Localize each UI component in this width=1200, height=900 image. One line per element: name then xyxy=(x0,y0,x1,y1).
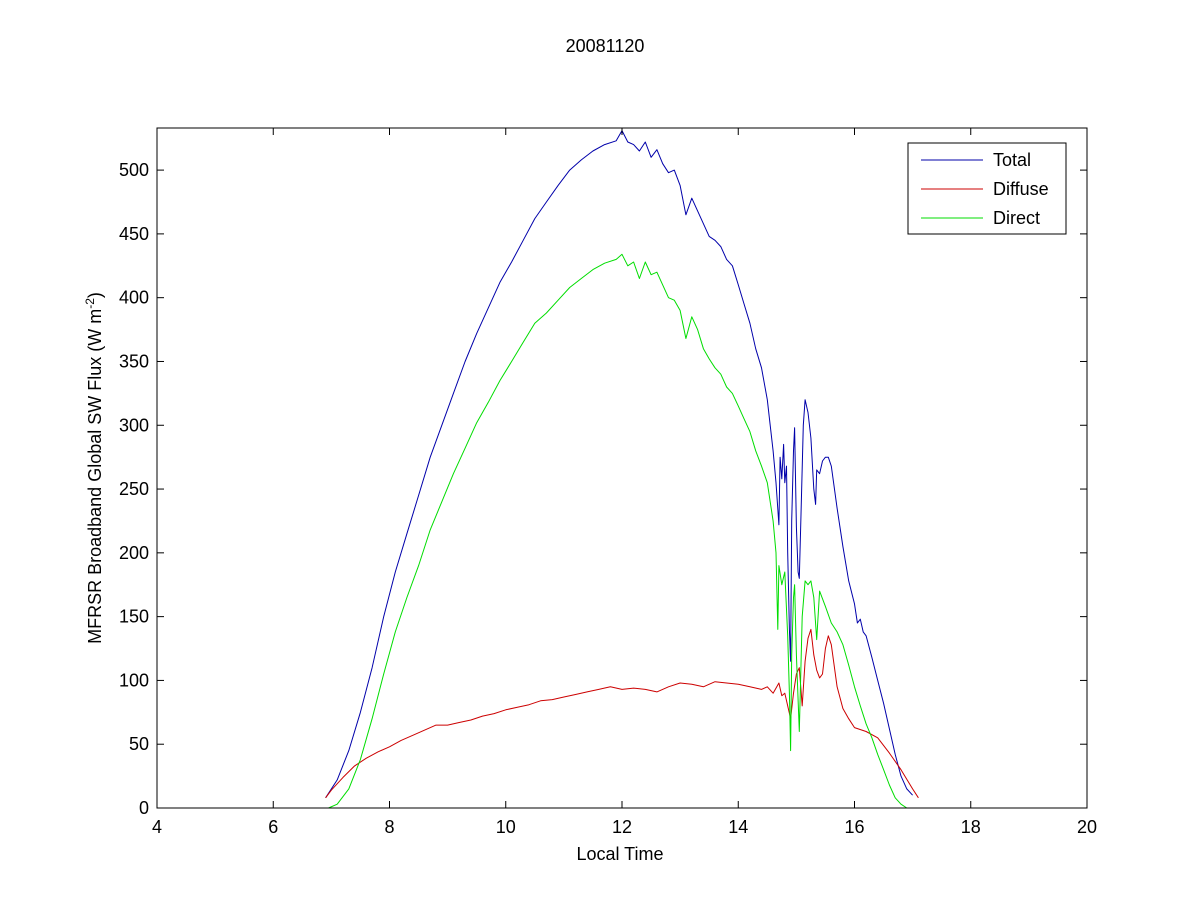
y-tick-label: 350 xyxy=(119,351,149,371)
y-axis-ticks: 0 50 100 150 200 250 300 350 400 450 500 xyxy=(119,160,1087,818)
y-axis-label-close: ) xyxy=(85,292,105,298)
y-axis-label-superscript: -2 xyxy=(83,298,97,309)
y-tick-label: 500 xyxy=(119,160,149,180)
x-tick-label: 4 xyxy=(152,817,162,837)
y-tick-label: 250 xyxy=(119,479,149,499)
y-tick-label: 150 xyxy=(119,607,149,627)
x-tick-label: 18 xyxy=(961,817,981,837)
x-tick-label: 6 xyxy=(268,817,278,837)
legend-label-diffuse: Diffuse xyxy=(993,179,1049,199)
axes-background xyxy=(157,128,1087,808)
x-tick-label: 12 xyxy=(612,817,632,837)
x-tick-label: 14 xyxy=(728,817,748,837)
series-line-total xyxy=(325,130,913,799)
y-tick-label: 300 xyxy=(119,415,149,435)
x-axis-label: Local Time xyxy=(576,844,663,864)
legend-label-total: Total xyxy=(993,150,1031,170)
y-axis-label: MFRSR Broadband Global SW Flux (W m-2) xyxy=(83,292,105,644)
y-tick-label: 0 xyxy=(139,798,149,818)
x-tick-label: 16 xyxy=(844,817,864,837)
y-tick-label: 200 xyxy=(119,543,149,563)
series-layer xyxy=(325,130,919,809)
legend: Total Diffuse Direct xyxy=(907,142,1067,235)
legend-label-direct: Direct xyxy=(993,208,1040,228)
y-axis-label-text: MFRSR Broadband Global SW Flux (W m xyxy=(85,309,105,644)
y-tick-label: 50 xyxy=(129,734,149,754)
x-axis-ticks: 4 6 8 10 12 14 16 18 20 xyxy=(152,128,1097,837)
y-tick-label: 400 xyxy=(119,288,149,308)
x-tick-label: 10 xyxy=(496,817,516,837)
y-tick-label: 100 xyxy=(119,670,149,690)
plot-area: 4 6 8 10 12 14 16 18 20 0 50 100 150 200 250 300 350 400… xyxy=(119,127,1097,837)
x-tick-label: 8 xyxy=(384,817,394,837)
chart-title: 20081120 xyxy=(566,36,645,56)
y-tick-label: 450 xyxy=(119,224,149,244)
series-line-diffuse xyxy=(325,628,919,799)
x-tick-label: 20 xyxy=(1077,817,1097,837)
series-line-direct xyxy=(328,253,908,809)
